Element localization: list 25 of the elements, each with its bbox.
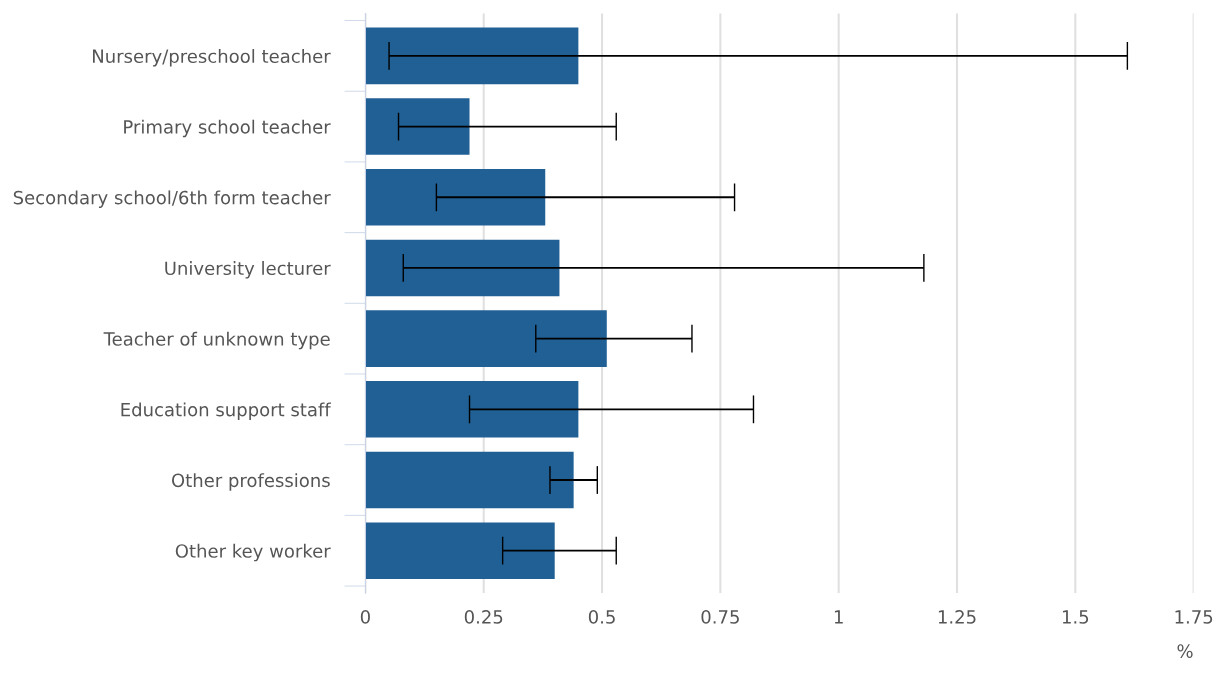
y-tick-label: Primary school teacher [124,119,331,138]
x-tick-label: 0.75 [701,610,739,624]
x-tick-label: 0.5 [588,610,615,624]
x-tick-label: 1.75 [1175,610,1213,624]
y-tick-label: Education support staff [121,402,332,420]
bar [365,239,560,297]
bar [365,168,546,226]
bar [365,310,607,367]
y-tick-label: Teacher of unknown type [103,331,330,350]
x-tick-label: 1 [834,610,843,624]
x-tick-label: 1.5 [1062,610,1089,624]
x-axis-title: % [1177,644,1193,658]
y-tick-label: University lecturer [165,261,331,279]
x-tick-label: 0 [360,610,370,624]
y-tick-label: Secondary school/6th form teacher [13,190,331,208]
y-tick-label: Other professions [171,473,330,491]
y-tick-label: Nursery/preschool teacher [93,49,331,67]
bar [365,98,470,155]
x-tick-label: 1.25 [938,610,976,624]
bar [365,381,579,438]
bar [365,522,555,579]
y-tick-label: Other key worker [175,543,331,562]
bar [365,27,579,85]
bar [365,451,574,509]
x-tick-label: 0.25 [464,610,503,624]
